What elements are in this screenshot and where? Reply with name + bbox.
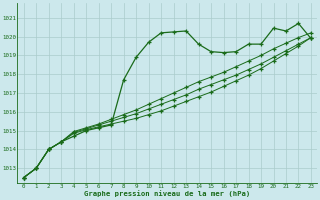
X-axis label: Graphe pression niveau de la mer (hPa): Graphe pression niveau de la mer (hPa): [84, 190, 251, 197]
